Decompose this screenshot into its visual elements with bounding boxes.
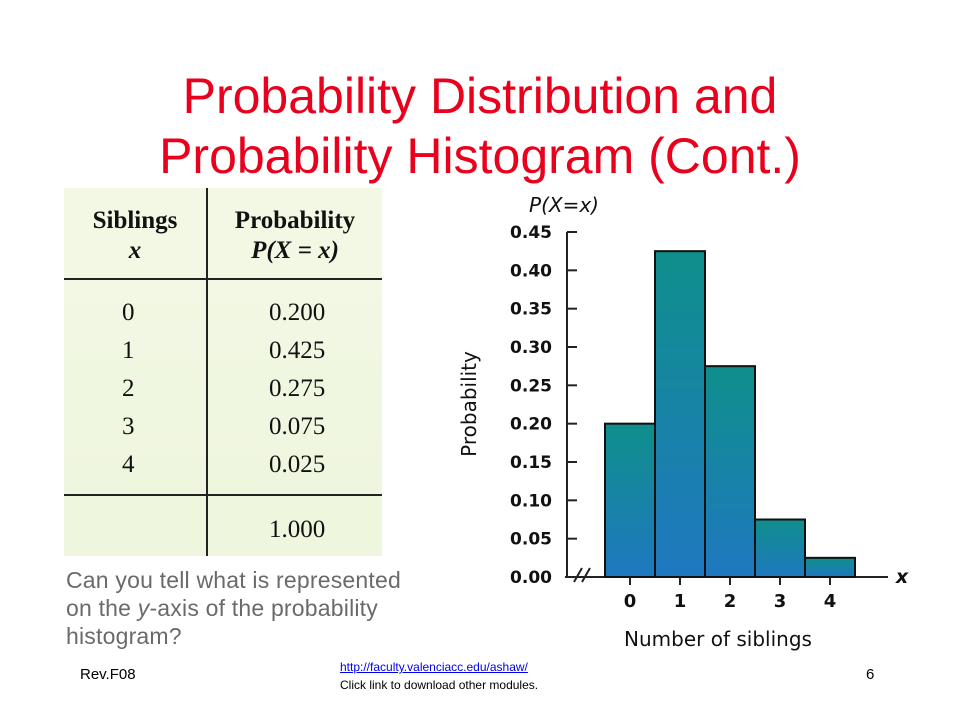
table-cell-p: 0.025 [269,451,326,478]
table-cell-total: 1.000 [269,516,326,543]
table-divider-vertical [206,188,208,556]
header-probability-label: Probability [234,207,356,234]
table-cell-x: 0 [122,299,135,326]
revision-label: Rev.F08 [80,666,136,683]
x-tick-label: 2 [724,591,737,612]
x-axis-symbol: x [895,566,909,588]
y-tick-label: 0.35 [510,300,552,320]
footer-link-block: http://faculty.valenciacc.edu/ashaw/ Cli… [340,658,620,694]
probability-table: Siblings x Probability P(X = x) 0 0.200 … [64,188,382,556]
question-part: -axis of the probability [149,595,378,621]
question-part: histogram? [66,623,182,649]
axis-break-mark [573,567,583,583]
faculty-link[interactable]: http://faculty.valenciacc.edu/ashaw/ [340,660,528,674]
header-pxx-label: P(X = x) [251,237,339,264]
table-cell-p: 0.075 [269,413,326,440]
slide-title: Probability Distribution and Probability… [80,66,880,186]
histogram-bar [754,518,806,578]
header-x-label: x [128,237,142,264]
y-tick-label: 0.20 [510,415,552,435]
y-axis-title: Probability [457,351,481,457]
table-header-probability: Probability P(X = x) [208,206,382,266]
histogram-bar [704,365,756,578]
x-tick-label: 0 [624,591,637,612]
y-tick-label: 0.25 [510,376,552,396]
table-divider-header [64,278,382,280]
axis-break-mark [581,567,591,583]
table-cell-x: 1 [122,337,135,364]
y-tick-label: 0.05 [510,530,552,550]
download-note: Click link to download other modules. [340,678,539,692]
table-cell-p: 0.275 [269,375,326,402]
x-tick-label: 1 [674,591,687,612]
table-divider-total [64,494,382,496]
x-tick-label: 4 [824,591,837,612]
page-number: 6 [866,666,875,683]
histogram-bar [654,250,706,579]
question-part: Can you tell what is represented [66,567,401,593]
table-cell-p: 0.425 [269,337,326,364]
y-tick-label: 0.00 [510,568,552,588]
x-axis-title: Number of siblings [624,627,812,651]
y-tick-label: 0.15 [510,453,552,473]
histogram-bar [804,556,856,579]
question-text: Can you tell what is represented on the y… [66,566,466,650]
histogram-bar [604,422,656,578]
probability-histogram: 0.00 0.05 0.10 0.15 0.20 0.25 0.30 0.35 0.40 0.45… [457,193,909,651]
table-header-siblings: Siblings x [64,206,206,266]
title-line-1: Probability Distribution and [182,68,778,124]
y-tick-label: 0.40 [510,261,552,281]
y-tick-label: 0.30 [510,338,552,358]
table-cell-p: 0.200 [269,299,326,326]
title-line-2: Probability Histogram (Cont.) [159,128,801,184]
question-part: on the [66,595,138,621]
table-cell-x: 2 [122,375,135,402]
header-siblings-label: Siblings [92,207,178,234]
y-tick-label: 0.45 [510,223,552,243]
x-tick-label: 3 [774,591,787,612]
chart-title: P(X=x) [529,193,599,217]
table-cell-x: 4 [122,451,135,478]
y-tick-label: 0.10 [510,491,552,511]
table-cell-x: 3 [122,413,135,440]
question-y-italic: y [137,595,150,621]
